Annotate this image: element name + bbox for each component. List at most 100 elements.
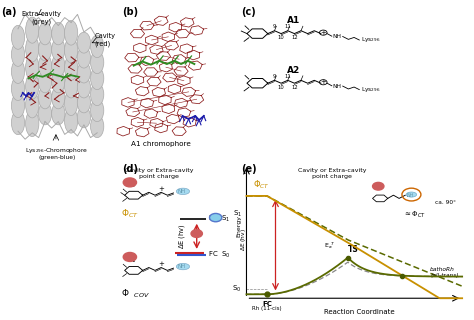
Text: S$_0$: S$_0$ [232, 284, 242, 294]
Ellipse shape [52, 38, 65, 61]
Text: −: − [191, 227, 202, 240]
Ellipse shape [91, 35, 104, 58]
Circle shape [210, 213, 222, 222]
Text: 11: 11 [284, 74, 291, 79]
Ellipse shape [11, 111, 25, 135]
Text: Lys$_{296}$: Lys$_{296}$ [361, 85, 380, 94]
Text: NH: NH [178, 264, 186, 269]
Ellipse shape [38, 54, 52, 77]
Text: $\Phi_{CT}$: $\Phi_{CT}$ [253, 179, 270, 191]
Ellipse shape [77, 92, 91, 113]
Text: ca. 90°: ca. 90° [435, 200, 456, 205]
Ellipse shape [38, 70, 52, 93]
Text: Cavity or Extra-cavity
point charge: Cavity or Extra-cavity point charge [125, 168, 193, 179]
Circle shape [123, 252, 137, 261]
Ellipse shape [11, 43, 25, 66]
Ellipse shape [64, 56, 78, 80]
Ellipse shape [52, 86, 65, 109]
Text: (e): (e) [241, 164, 256, 174]
Text: E$_a$$^T$: E$_a$$^T$ [324, 240, 336, 251]
Ellipse shape [91, 51, 104, 74]
Text: (b): (b) [122, 7, 138, 17]
Circle shape [123, 178, 137, 187]
Text: A1: A1 [287, 16, 300, 25]
Ellipse shape [64, 73, 78, 98]
Ellipse shape [11, 25, 25, 49]
Ellipse shape [77, 47, 91, 68]
Ellipse shape [64, 38, 78, 63]
Text: −: − [125, 176, 135, 189]
Text: +: + [320, 30, 326, 36]
Text: 10: 10 [278, 84, 284, 90]
Text: A1 chromophore: A1 chromophore [131, 141, 191, 147]
Ellipse shape [11, 94, 25, 117]
Ellipse shape [26, 110, 39, 137]
Ellipse shape [77, 62, 91, 83]
Text: bathoRh
(all-trans): bathoRh (all-trans) [430, 267, 459, 278]
Text: (c): (c) [241, 7, 255, 17]
Ellipse shape [38, 86, 52, 109]
Ellipse shape [38, 22, 52, 45]
Ellipse shape [64, 108, 78, 133]
Ellipse shape [52, 54, 65, 77]
Text: Cavity or Extra-cavity
point charge: Cavity or Extra-cavity point charge [298, 168, 366, 179]
Text: $\Phi$  $_{COV}$: $\Phi$ $_{COV}$ [120, 287, 150, 300]
Text: NH: NH [407, 193, 414, 198]
Ellipse shape [26, 36, 39, 62]
Text: +: + [211, 212, 220, 223]
Text: NH: NH [333, 84, 342, 89]
Ellipse shape [26, 92, 39, 118]
Text: $\Phi_{CT}$: $\Phi_{CT}$ [121, 207, 139, 220]
Text: +: + [158, 261, 164, 267]
Text: Energy: Energy [236, 215, 241, 237]
Text: (d): (d) [122, 164, 138, 174]
Text: Reaction Coordinate: Reaction Coordinate [324, 309, 394, 315]
Text: $\Delta$E (hv): $\Delta$E (hv) [239, 228, 247, 251]
Ellipse shape [64, 20, 78, 45]
Ellipse shape [91, 67, 104, 90]
Text: 12: 12 [291, 84, 298, 90]
Text: +: + [320, 79, 326, 85]
Text: 9: 9 [273, 24, 276, 29]
Text: NH: NH [178, 189, 186, 194]
Text: (a): (a) [1, 7, 17, 17]
Ellipse shape [38, 102, 52, 125]
Ellipse shape [11, 76, 25, 100]
Text: 12: 12 [291, 35, 298, 40]
Text: Extra-cavity
(grey): Extra-cavity (grey) [22, 11, 62, 25]
Text: S$_1$: S$_1$ [233, 208, 242, 219]
Ellipse shape [38, 38, 52, 61]
Text: $\Delta$E (hv): $\Delta$E (hv) [177, 223, 187, 249]
Text: 11: 11 [284, 24, 291, 29]
Text: TS: TS [348, 245, 359, 254]
Ellipse shape [11, 60, 25, 84]
Text: −: − [125, 251, 135, 263]
Text: FC  S$_1$: FC S$_1$ [208, 214, 230, 224]
Ellipse shape [77, 107, 91, 128]
Text: +: + [158, 186, 164, 192]
Text: Rh (11-cis): Rh (11-cis) [252, 306, 282, 311]
Ellipse shape [26, 54, 39, 81]
Ellipse shape [26, 73, 39, 99]
Ellipse shape [52, 22, 65, 45]
Ellipse shape [176, 263, 190, 270]
Text: A2: A2 [287, 66, 300, 75]
Ellipse shape [52, 102, 65, 125]
Text: FC  S$_0$: FC S$_0$ [208, 249, 230, 260]
Text: −: − [374, 181, 383, 191]
Ellipse shape [64, 91, 78, 116]
Text: NH: NH [333, 34, 342, 39]
Text: FC: FC [262, 301, 272, 307]
Text: Lys$_{296}$: Lys$_{296}$ [361, 36, 380, 44]
Text: 9: 9 [273, 74, 276, 79]
Circle shape [191, 230, 202, 237]
Text: $\approx\Phi_{CT}$: $\approx\Phi_{CT}$ [403, 210, 426, 220]
Ellipse shape [91, 83, 104, 106]
Ellipse shape [91, 99, 104, 122]
Text: Lys$_{296}$-Chromophore
(green-blue): Lys$_{296}$-Chromophore (green-blue) [25, 146, 89, 160]
Text: Cavity
(red): Cavity (red) [95, 33, 116, 47]
Ellipse shape [52, 70, 65, 93]
Circle shape [373, 182, 384, 190]
Ellipse shape [91, 115, 104, 138]
Ellipse shape [77, 77, 91, 98]
